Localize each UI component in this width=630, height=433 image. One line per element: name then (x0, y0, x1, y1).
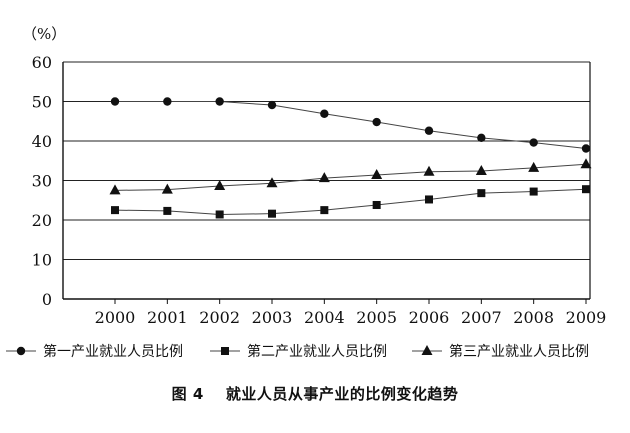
series-2-point-2009 (582, 185, 590, 194)
series-3-point-2007 (475, 165, 487, 176)
x-tick-label-2001: 2001 (147, 308, 188, 327)
series-1-point-2003 (267, 100, 277, 110)
y-tick-label-40: 40 (32, 132, 52, 151)
series-1-point-2004 (320, 109, 329, 118)
series-1-point-2002 (215, 97, 224, 106)
x-tick-label-2003: 2003 (252, 308, 293, 327)
series-1-point-2007 (477, 133, 486, 143)
figure-title: 就业人员从事产业的比例变化趋势 (225, 385, 459, 403)
series-lines (109, 97, 592, 219)
series-3-point-2004 (318, 172, 330, 183)
series-1-point-2006 (424, 126, 434, 135)
x-tick-label-2004: 2004 (304, 308, 345, 327)
legend-label-1: 第一产业就业人员比例 (43, 343, 183, 360)
x-tick-label-2009: 2009 (566, 308, 607, 327)
series-1-point-2000 (110, 97, 120, 106)
series-2-point-2002 (215, 210, 224, 219)
y-axis-label: （%） (22, 25, 66, 43)
legend-item-3: 第三产业就业人员比例 (412, 343, 589, 360)
series-3-point-2000 (109, 184, 121, 195)
gridlines (63, 61, 590, 260)
legend-marker-3 (421, 345, 433, 355)
series-2-point-2005 (372, 200, 381, 209)
legend-label-2: 第二产业就业人员比例 (247, 343, 387, 360)
series-3-point-2008 (528, 161, 540, 172)
series-2-point-2003 (268, 209, 276, 218)
x-tick-label-2006: 2006 (409, 308, 450, 327)
legend: 第一产业就业人员比例 第二产业就业人员比例 第三产业就业人员比例 (6, 343, 589, 360)
y-tick-label-60: 60 (32, 53, 52, 72)
y-tick-label-10: 10 (32, 251, 52, 270)
figure-number: 图 4 (171, 385, 204, 403)
x-tick-label-2002: 2002 (199, 308, 240, 327)
series-1-point-2008 (529, 138, 538, 147)
legend-marker-1 (16, 346, 26, 356)
x-tick-label-2005: 2005 (356, 308, 397, 327)
series-2-line (114, 188, 587, 215)
legend-item-1: 第一产业就业人员比例 (6, 343, 183, 360)
y-tick-label-30: 30 (32, 172, 52, 191)
legend-label-3: 第三产业就业人员比例 (449, 343, 589, 360)
y-tick-label-0: 0 (42, 290, 52, 309)
series-1-point-2005 (372, 117, 381, 127)
series-3-point-2002 (214, 180, 226, 191)
series-1 (110, 97, 591, 153)
series-2-point-2004 (320, 206, 329, 215)
series-3-point-2009 (580, 158, 592, 169)
x-tick-label-2007: 2007 (461, 308, 502, 327)
legend-item-2: 第二产业就业人员比例 (210, 343, 387, 360)
series-3-point-2003 (266, 177, 278, 188)
series-2-point-2007 (477, 189, 486, 198)
legend-marker-2 (221, 347, 229, 355)
series-1-point-2009 (581, 144, 591, 153)
y-tick-label-50: 50 (32, 93, 52, 112)
series-3-point-2001 (161, 183, 173, 194)
series-1-line (115, 101, 587, 150)
series-2-point-2008 (529, 187, 538, 196)
series-2-point-2000 (111, 206, 119, 215)
series-2-point-2001 (163, 206, 172, 215)
series-3 (109, 158, 592, 195)
figure-caption: 图 4 就业人员从事产业的比例变化趋势 (0, 383, 630, 404)
series-2 (111, 185, 590, 219)
series-3-point-2005 (371, 168, 383, 179)
x-tick-label-2008: 2008 (513, 308, 554, 327)
series-1-point-2001 (163, 97, 172, 106)
series-3-line (114, 163, 587, 191)
series-2-point-2006 (425, 195, 433, 204)
series-3-point-2006 (423, 165, 435, 176)
x-tick-label-2000: 2000 (95, 308, 136, 327)
y-tick-label-20: 20 (32, 211, 52, 230)
axes: 0 10 20 30 40 50 60 （%） 2000 2001 2002 2003 2004 2005… (22, 25, 606, 327)
